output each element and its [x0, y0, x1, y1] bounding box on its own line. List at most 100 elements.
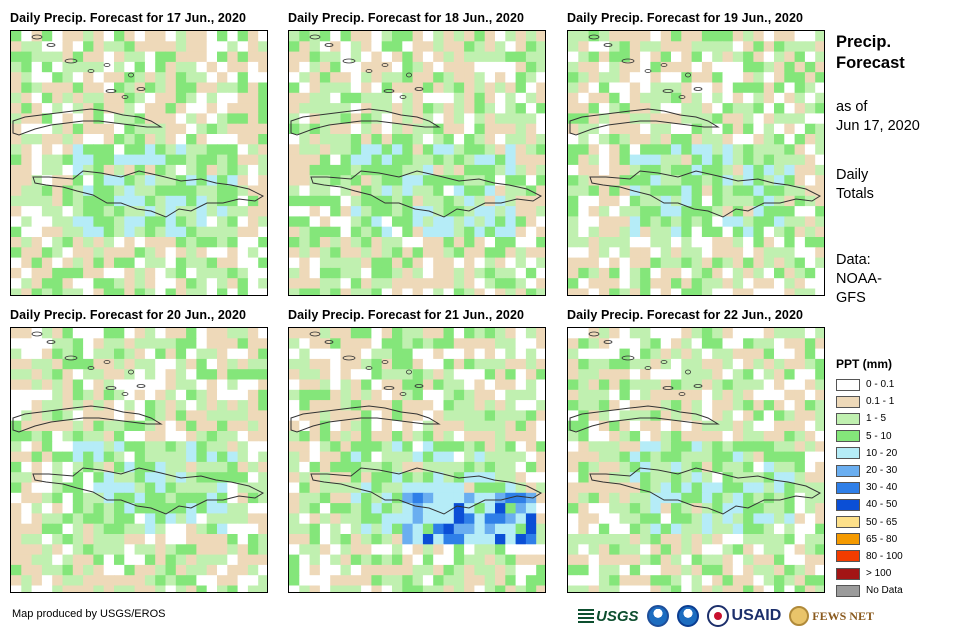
- precip-cell: [237, 338, 249, 350]
- precip-cell: [525, 410, 537, 422]
- precip-cell: [412, 237, 424, 248]
- precip-cell: [237, 175, 249, 186]
- precip-cell: [31, 216, 43, 228]
- precip-cell: [433, 113, 444, 125]
- precip-cell: [722, 523, 734, 535]
- precip-cell: [753, 534, 765, 545]
- precip-cell: [350, 61, 362, 73]
- precip-cell: [402, 338, 414, 350]
- precip-cell: [144, 492, 156, 504]
- precip-cell: [433, 431, 444, 442]
- precip-cell: [11, 544, 22, 556]
- precip-cell: [83, 61, 94, 73]
- precip-cell: [536, 585, 545, 592]
- precip-cell: [165, 226, 177, 238]
- precip-cell: [361, 389, 372, 401]
- precip-cell: [237, 154, 249, 166]
- precip-cell: [784, 348, 796, 360]
- precip-cell: [650, 400, 662, 411]
- precip-cell: [21, 113, 33, 125]
- precip-cell: [330, 164, 341, 176]
- precip-cell: [196, 134, 208, 145]
- precip-cell: [175, 134, 187, 145]
- precip-cell: [330, 144, 341, 156]
- precip-cell: [495, 257, 506, 269]
- precip-cell: [701, 358, 713, 370]
- precip-cell: [464, 328, 475, 339]
- precip-cell: [330, 195, 341, 207]
- precip-cell: [505, 369, 517, 380]
- precip-cell: [629, 441, 641, 453]
- precip-cell: [175, 51, 187, 63]
- precip-cell: [186, 216, 197, 228]
- precip-cell: [412, 420, 424, 432]
- precip-cell: [289, 534, 300, 545]
- precip-cell: [392, 185, 403, 197]
- precip-cell: [124, 503, 136, 514]
- precip-cell: [743, 154, 754, 166]
- precip-cell: [525, 31, 537, 42]
- totals-block: Daily Totals: [836, 166, 874, 204]
- precip-cell: [453, 389, 465, 401]
- precip-cell: [11, 103, 22, 114]
- as-of-date: Jun 17, 2020: [836, 118, 920, 134]
- precip-cell: [815, 175, 824, 186]
- precip-cell: [815, 338, 824, 350]
- precip-cell: [93, 564, 105, 576]
- precip-cell: [681, 338, 693, 350]
- precip-cell: [186, 134, 197, 145]
- precip-cell: [381, 226, 393, 238]
- precip-cell: [319, 575, 331, 586]
- precip-cell: [340, 358, 352, 370]
- precip-cell: [412, 564, 424, 576]
- precip-cell: [371, 410, 383, 422]
- precip-cell: [691, 154, 703, 166]
- precip-cell: [763, 575, 775, 586]
- precip-cell: [619, 472, 631, 483]
- precip-cell: [41, 451, 53, 463]
- precip-cell: [443, 72, 455, 83]
- precip-cell: [114, 410, 125, 422]
- precip-cell: [114, 154, 125, 166]
- precip-cell: [484, 257, 496, 269]
- precip-cell: [144, 113, 156, 125]
- precip-cell: [31, 400, 43, 411]
- precip-cell: [515, 431, 527, 442]
- precip-cell: [258, 103, 267, 114]
- precip-cell: [598, 575, 610, 586]
- precip-cell: [206, 369, 218, 380]
- precip-cell: [124, 237, 136, 248]
- precip-cell: [41, 431, 53, 442]
- precip-cell: [350, 400, 362, 411]
- precip-cell: [319, 564, 331, 576]
- precip-cell: [371, 328, 383, 339]
- precip-cell: [165, 237, 177, 248]
- precip-cell: [114, 513, 125, 525]
- forecast-map-canvas: [11, 328, 267, 592]
- precip-cell: [609, 348, 620, 360]
- precip-cell: [52, 31, 63, 42]
- precip-cell: [794, 82, 806, 94]
- precip-cell: [732, 420, 744, 432]
- fews-net-logo: FEWS NET: [789, 606, 874, 626]
- precip-cell: [422, 513, 434, 525]
- precip-cell: [422, 123, 434, 135]
- precip-cell: [671, 420, 682, 432]
- precip-cell: [165, 51, 177, 63]
- precip-cell: [598, 123, 610, 135]
- precip-cell: [165, 410, 177, 422]
- precip-cell: [103, 544, 115, 556]
- precip-cell: [681, 358, 693, 370]
- precip-cell: [155, 389, 166, 401]
- precip-cell: [763, 51, 775, 63]
- precip-cell: [11, 389, 22, 401]
- island-outline: [685, 369, 691, 375]
- precip-cell: [671, 348, 682, 360]
- precip-cell: [103, 226, 115, 238]
- precip-cell: [568, 461, 579, 473]
- precip-cell: [361, 534, 372, 545]
- precip-cell: [701, 420, 713, 432]
- precip-cell: [227, 328, 239, 339]
- precip-cell: [124, 216, 136, 228]
- precip-cell: [144, 451, 156, 463]
